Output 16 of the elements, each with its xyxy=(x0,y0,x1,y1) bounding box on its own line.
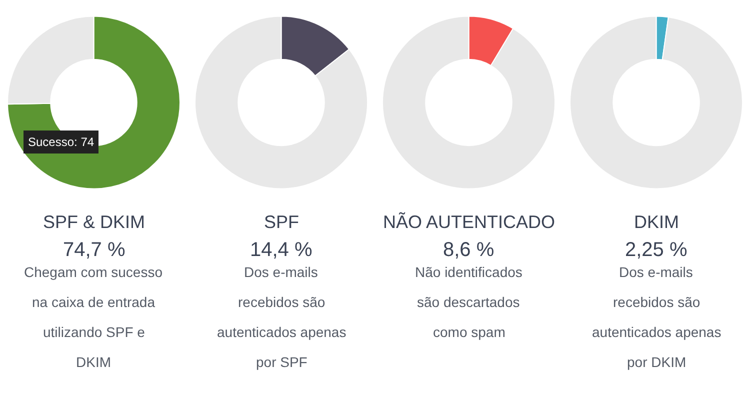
text: Sucesso: 74 xyxy=(28,135,94,149)
donut-slice xyxy=(382,16,556,190)
text: 74,7 % xyxy=(63,239,126,261)
text: 14,4 % xyxy=(250,239,312,261)
text: Chegam com sucesso na caixa de entrada utilizando SPF e DKIM xyxy=(24,264,163,370)
text: SPF & DKIM xyxy=(43,212,146,232)
text: 8,6 % xyxy=(443,239,494,261)
donut-slice xyxy=(570,16,743,190)
text: NÃO AUTENTICADO xyxy=(383,212,556,232)
donut-slice xyxy=(194,16,368,190)
text: DKIM xyxy=(634,212,679,232)
text: SPF xyxy=(264,212,300,232)
text: Não identificados são descartados como spam xyxy=(415,264,522,340)
text: Dos e-mails recebidos são autenticados apenas por SPF xyxy=(217,264,346,370)
text: Dos e-mails recebidos são autenticados apenas por DKIM xyxy=(592,264,722,370)
text: 2,25 % xyxy=(625,239,688,261)
